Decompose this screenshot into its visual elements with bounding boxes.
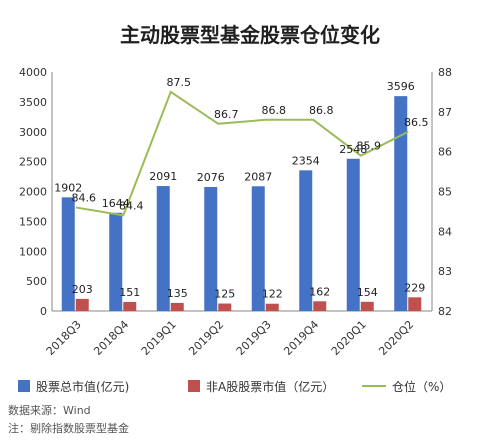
non-a-share-label: 125 xyxy=(214,288,235,301)
non-a-share-bar xyxy=(123,301,137,311)
non-a-share-bar xyxy=(218,303,232,311)
x-tick-label: 2019Q1 xyxy=(139,318,179,358)
right-tick-label: 88 xyxy=(438,66,452,79)
non-a-share-bar xyxy=(313,301,327,311)
data-source-note: 数据来源：Wind xyxy=(8,403,91,417)
legend-swatch-stock-value xyxy=(18,380,30,392)
left-tick-label: 500 xyxy=(26,275,47,288)
x-tick-label: 2020Q2 xyxy=(376,318,416,358)
stock-value-bar xyxy=(299,170,313,311)
stock-value-label: 1644 xyxy=(102,197,130,210)
non-a-share-label: 162 xyxy=(309,285,330,298)
position-label: 86.7 xyxy=(214,108,239,121)
stock-value-bar xyxy=(346,158,360,311)
exclusion-note: 注：剔除指数股票型基金 xyxy=(8,421,129,435)
stock-value-label: 2076 xyxy=(197,171,225,184)
x-tick-label: 2019Q4 xyxy=(281,318,321,358)
non-a-share-label: 203 xyxy=(72,283,93,296)
position-label: 86.8 xyxy=(309,104,334,117)
position-label: 85.9 xyxy=(357,140,382,153)
x-tick-label: 2020Q1 xyxy=(329,318,369,358)
position-label: 87.5 xyxy=(167,76,192,89)
legend-label-non-a-share: 非A股股票市值（亿元） xyxy=(206,379,334,394)
position-line xyxy=(75,90,409,217)
position-label: 84.4 xyxy=(119,199,144,212)
right-tick-label: 86 xyxy=(438,146,452,159)
non-a-share-label: 154 xyxy=(357,286,378,299)
non-a-share-bar xyxy=(75,298,89,311)
non-a-share-label: 122 xyxy=(262,288,283,301)
right-tick-label: 87 xyxy=(438,106,452,119)
left-tick-label: 2500 xyxy=(19,156,47,169)
stock-value-bar xyxy=(251,186,265,311)
left-tick-label: 4000 xyxy=(19,66,47,79)
stock-value-bar xyxy=(109,212,123,311)
stock-value-label: 2548 xyxy=(339,143,367,156)
stock-value-label: 3596 xyxy=(387,80,415,93)
right-tick-label: 84 xyxy=(438,225,452,238)
right-tick-label: 82 xyxy=(438,305,452,318)
stock-value-bar xyxy=(394,96,408,311)
stock-value-label: 2091 xyxy=(149,170,177,183)
stock-value-label: 2087 xyxy=(244,170,272,183)
non-a-share-label: 229 xyxy=(404,281,425,294)
non-a-share-bar xyxy=(408,297,422,311)
chart-title: 主动股票型基金股票仓位变化 xyxy=(120,23,380,47)
stock-value-label: 1902 xyxy=(54,181,82,194)
left-tick-label: 3000 xyxy=(19,126,47,139)
non-a-share-label: 151 xyxy=(119,286,140,299)
x-tick-label: 2018Q3 xyxy=(44,318,84,358)
stock-value-bar xyxy=(204,186,218,311)
left-tick-label: 1500 xyxy=(19,215,47,228)
position-label: 86.8 xyxy=(262,104,287,117)
right-tick-label: 85 xyxy=(438,186,452,199)
legend-swatch-non-a-share xyxy=(188,380,200,392)
legend-label-stock-value: 股票总市值(亿元) xyxy=(36,379,129,394)
x-tick-label: 2019Q3 xyxy=(234,318,274,358)
non-a-share-label: 135 xyxy=(167,287,188,300)
non-a-share-bar xyxy=(360,301,374,311)
stock-value-label: 2354 xyxy=(292,154,320,167)
stock-value-bar xyxy=(61,197,75,311)
left-tick-label: 1000 xyxy=(19,245,47,258)
non-a-share-bar xyxy=(265,303,279,311)
position-label: 84.6 xyxy=(72,191,97,204)
left-tick-label: 3500 xyxy=(19,96,47,109)
left-tick-label: 0 xyxy=(40,305,47,318)
x-tick-label: 2018Q4 xyxy=(91,318,131,358)
right-tick-label: 83 xyxy=(438,265,452,278)
legend-label-position: 仓位（%） xyxy=(392,379,451,394)
position-label: 86.5 xyxy=(404,116,429,129)
non-a-share-bar xyxy=(170,302,184,311)
left-tick-label: 2000 xyxy=(19,186,47,199)
stock-value-bar xyxy=(156,186,170,311)
x-tick-label: 2019Q2 xyxy=(186,318,226,358)
